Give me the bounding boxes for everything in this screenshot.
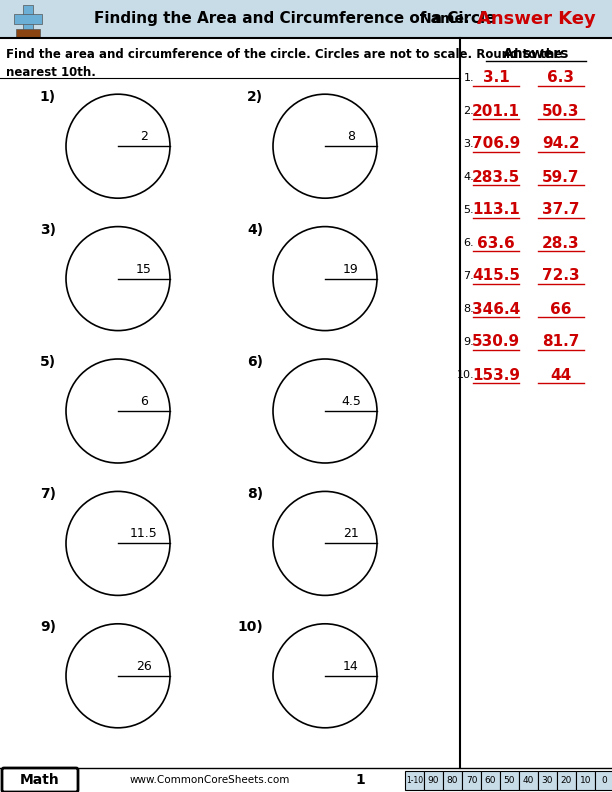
Bar [424, 771, 443, 790]
Text: 706.9: 706.9 [472, 136, 520, 151]
Text: 201.1: 201.1 [472, 104, 520, 119]
Bar [519, 771, 538, 790]
Text: 63.6: 63.6 [477, 235, 515, 250]
Text: 530.9: 530.9 [472, 334, 520, 349]
Text: 11.5: 11.5 [130, 527, 158, 540]
Text: 2.: 2. [463, 106, 474, 116]
Text: 19: 19 [343, 263, 359, 276]
Text: 9.: 9. [463, 337, 474, 347]
Text: 30: 30 [542, 776, 553, 785]
Text: 9): 9) [40, 620, 56, 634]
Text: 2): 2) [247, 90, 263, 105]
Text: 7.: 7. [463, 271, 474, 281]
Text: 3.: 3. [463, 139, 474, 149]
Text: 37.7: 37.7 [542, 203, 580, 218]
Bar [557, 771, 576, 790]
FancyBboxPatch shape [2, 768, 78, 792]
Text: 59.7: 59.7 [542, 169, 580, 185]
Text: 415.5: 415.5 [472, 268, 520, 284]
Bar [16, 29, 40, 37]
Text: 346.4: 346.4 [472, 302, 520, 317]
Text: 4): 4) [247, 223, 263, 237]
Text: 6: 6 [140, 395, 148, 408]
Text: 81.7: 81.7 [542, 334, 580, 349]
Text: 26: 26 [136, 660, 152, 672]
Text: 3.1: 3.1 [483, 70, 509, 86]
Bar [595, 771, 612, 790]
Text: 14: 14 [343, 660, 359, 672]
Text: 153.9: 153.9 [472, 367, 520, 383]
Text: 72.3: 72.3 [542, 268, 580, 284]
Text: 5.: 5. [463, 205, 474, 215]
Text: 1): 1) [40, 90, 56, 105]
Text: Answer Key: Answer Key [477, 10, 595, 28]
Text: 1: 1 [355, 773, 365, 787]
Text: 94.2: 94.2 [542, 136, 580, 151]
Bar [500, 771, 519, 790]
Bar [576, 771, 595, 790]
Text: 28.3: 28.3 [542, 235, 580, 250]
Text: 15: 15 [136, 263, 152, 276]
Bar [0, 0, 612, 38]
Text: Math: Math [20, 773, 60, 787]
Text: 1.: 1. [463, 73, 474, 83]
Text: 60: 60 [485, 776, 496, 785]
Text: 8.: 8. [463, 304, 474, 314]
Text: 8): 8) [247, 487, 263, 501]
Text: 1-10: 1-10 [406, 776, 423, 785]
Text: Find the area and circumference of the circle. Circles are not to scale. Round t: Find the area and circumference of the c… [6, 48, 562, 79]
Text: 8: 8 [347, 130, 355, 143]
Text: Answers: Answers [503, 47, 569, 61]
Bar [14, 14, 42, 24]
Text: 4.5: 4.5 [341, 395, 361, 408]
Text: 6.3: 6.3 [548, 70, 575, 86]
Text: 4.: 4. [463, 172, 474, 182]
Text: 10: 10 [580, 776, 591, 785]
Text: 7): 7) [40, 487, 56, 501]
Bar [462, 771, 481, 790]
Bar [443, 771, 462, 790]
Text: 50.3: 50.3 [542, 104, 580, 119]
Text: 283.5: 283.5 [472, 169, 520, 185]
Text: 21: 21 [343, 527, 359, 540]
Bar [405, 771, 424, 790]
Text: 0: 0 [602, 776, 607, 785]
Text: 10.: 10. [457, 370, 474, 380]
Text: 10): 10) [237, 620, 263, 634]
Text: 3): 3) [40, 223, 56, 237]
Bar [538, 771, 557, 790]
Text: 113.1: 113.1 [472, 203, 520, 218]
Text: 44: 44 [550, 367, 572, 383]
Bar [481, 771, 500, 790]
Text: 6): 6) [247, 355, 263, 369]
Text: 40: 40 [523, 776, 534, 785]
Text: 20: 20 [561, 776, 572, 785]
Text: Name:: Name: [420, 12, 471, 26]
Text: 90: 90 [428, 776, 439, 785]
Text: 80: 80 [447, 776, 458, 785]
Text: www.CommonCoreSheets.com: www.CommonCoreSheets.com [130, 775, 290, 785]
Text: 2: 2 [140, 130, 148, 143]
Text: 66: 66 [550, 302, 572, 317]
Text: 70: 70 [466, 776, 477, 785]
Bar [23, 5, 33, 33]
Text: 5): 5) [40, 355, 56, 369]
Text: Finding the Area and Circumference of a Circle: Finding the Area and Circumference of a … [94, 12, 496, 26]
Text: 50: 50 [504, 776, 515, 785]
Text: 6.: 6. [463, 238, 474, 248]
